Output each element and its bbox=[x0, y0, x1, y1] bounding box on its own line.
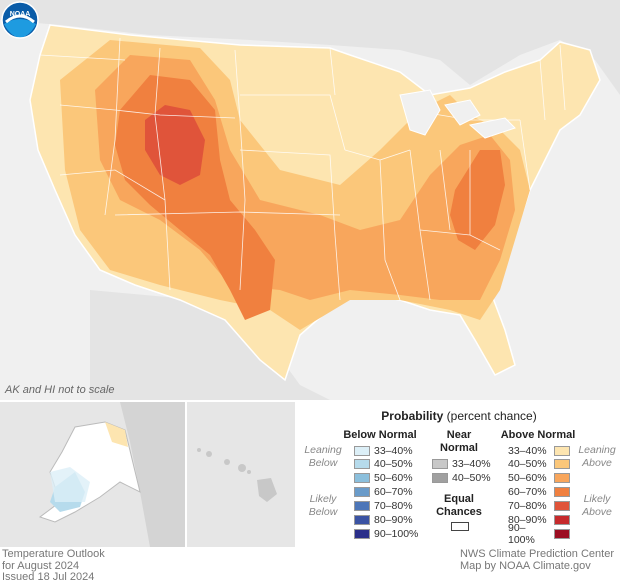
above-33-40-swatch bbox=[554, 445, 570, 456]
above-40-50-swatch bbox=[554, 458, 570, 469]
legend: Probability (percent chance) Below Norma… bbox=[298, 402, 620, 547]
above-40-50-row: 40–50% bbox=[508, 457, 574, 470]
below-33-40-swatch bbox=[354, 445, 370, 456]
below-70-80-label: 70–80% bbox=[374, 499, 413, 512]
below-33-40-label: 33–40% bbox=[374, 444, 413, 457]
below-70-80-swatch bbox=[354, 500, 370, 511]
below-50-60-swatch bbox=[354, 472, 370, 483]
footer-right: NWS Climate Prediction Center Map by NOA… bbox=[459, 548, 614, 572]
alaska-map-svg bbox=[38, 402, 185, 547]
scale-note: AK and HI not to scale bbox=[5, 384, 115, 396]
mexico-land bbox=[90, 290, 330, 400]
leaning-above-label: Leaning Above bbox=[573, 444, 620, 470]
legend-title-bold: Probability bbox=[381, 409, 444, 423]
alaska-above-zone bbox=[105, 422, 128, 447]
below-40-50-row: 40–50% bbox=[354, 457, 413, 470]
leaning-above-label-1: Leaning bbox=[578, 444, 616, 456]
near-40-50-swatch bbox=[432, 472, 448, 483]
great-lakes bbox=[399, 89, 516, 139]
alaska-canada-land bbox=[120, 402, 185, 547]
above-60-70-label: 60–70% bbox=[508, 485, 547, 498]
near-33-40-row: 33–40% bbox=[432, 457, 491, 470]
above-90-100-swatch bbox=[554, 528, 570, 539]
below-70-80-row: 70–80% bbox=[354, 499, 413, 512]
above-50-60-swatch bbox=[554, 472, 570, 483]
above-33-40-row: 33–40% bbox=[508, 444, 574, 457]
equal-chances-label-2: Chances bbox=[436, 506, 482, 518]
footer-outlook-period: for August 2024 bbox=[2, 559, 80, 572]
above-70-80-row: 70–80% bbox=[508, 499, 574, 512]
above-90-100-row: 90–100% bbox=[508, 522, 574, 546]
above-normal-header: Above Normal bbox=[500, 429, 576, 441]
below-40-50-label: 40–50% bbox=[374, 457, 413, 470]
legend-title: Probability (percent chance) bbox=[298, 409, 620, 423]
below-90-100-label: 90–100% bbox=[374, 527, 419, 540]
leaning-below-label-2: Below bbox=[308, 457, 338, 469]
below-80-90-row: 80–90% bbox=[354, 513, 413, 526]
hawaii-map-svg bbox=[197, 448, 277, 502]
legend-title-rest: (percent chance) bbox=[443, 409, 537, 423]
above-33-40-label: 33–40% bbox=[508, 444, 547, 457]
state-borders bbox=[39, 37, 566, 301]
footer-credit-map: Map by NOAA Climate.gov bbox=[459, 559, 591, 572]
likely-below-label-2: Below bbox=[308, 506, 338, 518]
below-33-40-row: 33–40% bbox=[354, 444, 413, 457]
below-80-90-label: 80–90% bbox=[374, 513, 413, 526]
near-normal-header-1: Near bbox=[446, 429, 472, 441]
above-80-90-swatch bbox=[554, 514, 570, 525]
above-70-80-label: 70–80% bbox=[508, 499, 547, 512]
below-60-70-swatch bbox=[354, 486, 370, 497]
above-60-70-swatch bbox=[554, 486, 570, 497]
below-50-60-row: 50–60% bbox=[354, 471, 413, 484]
below-40-50-swatch bbox=[354, 458, 370, 469]
footer-credit-cpc: NWS Climate Prediction Center bbox=[459, 548, 614, 560]
footer-outlook-title: Temperature Outlook bbox=[2, 548, 105, 560]
leaning-below-label-1: Leaning bbox=[304, 444, 342, 456]
likely-above-label-2: Above bbox=[582, 506, 612, 518]
hawaii-islands bbox=[197, 448, 277, 502]
leaning-above-label-2: Above bbox=[582, 457, 612, 469]
canada-land bbox=[0, 0, 620, 95]
hawaii-inset bbox=[187, 402, 295, 547]
near-40-50-row: 40–50% bbox=[432, 471, 491, 484]
near-40-50-label: 40–50% bbox=[452, 471, 491, 484]
equal-chances-label: Equal Chances bbox=[428, 493, 490, 519]
noaa-logo: NOAA bbox=[1, 1, 39, 39]
leaning-below-label: Leaning Below bbox=[298, 444, 348, 470]
likely-above-label-1: Likely bbox=[583, 493, 611, 505]
below-60-70-row: 60–70% bbox=[354, 485, 413, 498]
above-70-80 bbox=[145, 105, 205, 185]
above-70-80-swatch bbox=[554, 500, 570, 511]
above-80-90-row: 80–90% bbox=[508, 513, 574, 526]
likely-below-label-1: Likely bbox=[309, 493, 337, 505]
above-80-90-label: 80–90% bbox=[508, 513, 547, 526]
noaa-logo-text: NOAA bbox=[10, 11, 31, 18]
near-normal-header-2: Normal bbox=[440, 442, 478, 454]
above-50-60-row: 50–60% bbox=[508, 471, 574, 484]
conus-map: AK and HI not to scale NOAA bbox=[0, 0, 620, 400]
footer-issued-date: Issued 18 Jul 2024 bbox=[2, 571, 95, 583]
near-33-40-label: 33–40% bbox=[452, 457, 491, 470]
above-40-50-label: 40–50% bbox=[508, 457, 547, 470]
likely-below-label: Likely Below bbox=[298, 493, 348, 519]
above-60-70-east bbox=[450, 150, 505, 250]
below-90-100-swatch bbox=[354, 528, 370, 539]
equal-chances-label-1: Equal bbox=[444, 493, 474, 505]
above-90-100-label: 90–100% bbox=[508, 521, 535, 546]
near-33-40-swatch bbox=[432, 458, 448, 469]
above-60-70-row: 60–70% bbox=[508, 485, 574, 498]
likely-above-label: Likely Above bbox=[573, 493, 620, 519]
alaska-inset bbox=[0, 402, 185, 547]
equal-chances-swatch bbox=[451, 522, 469, 531]
alaska-below-light bbox=[50, 467, 90, 502]
below-50-60-label: 50–60% bbox=[374, 471, 413, 484]
below-80-90-swatch bbox=[354, 514, 370, 525]
above-50-60-label: 50–60% bbox=[508, 471, 547, 484]
below-normal-header: Below Normal bbox=[343, 429, 417, 441]
conus-map-svg bbox=[0, 0, 620, 400]
below-60-70-label: 60–70% bbox=[374, 485, 413, 498]
below-90-100-row: 90–100% bbox=[354, 527, 419, 540]
footer-left: Temperature Outlook for August 2024 Issu… bbox=[2, 548, 105, 584]
